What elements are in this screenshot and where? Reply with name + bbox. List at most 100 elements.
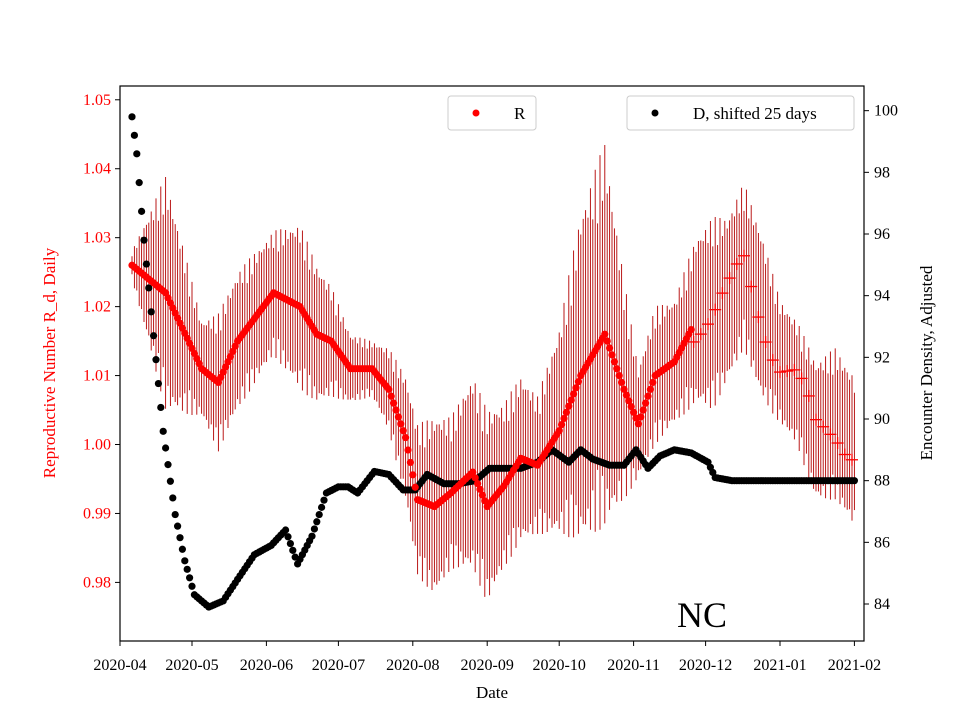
- r-point: [846, 453, 858, 466]
- r-point: [824, 428, 837, 441]
- r-point: [560, 414, 568, 423]
- legend-d-box: [626, 95, 855, 131]
- r-point: [687, 335, 700, 348]
- y-right-tick-label: 88: [874, 473, 890, 490]
- r-point: [574, 378, 583, 386]
- r-point: [608, 351, 616, 359]
- r-point: [610, 358, 619, 366]
- y-right-tick-label: 90: [874, 411, 890, 428]
- plot-frame: [119, 85, 865, 642]
- x-axis-label: Date: [476, 683, 508, 702]
- d-point: [130, 131, 138, 139]
- r-point: [402, 434, 410, 442]
- y-left-axis-label: Reproductive Number R_d, Daily: [40, 247, 59, 478]
- y-left-tick-label: 1.00: [83, 437, 111, 454]
- y-left-tick-labels: 0.98 0.99 1.00 1.01 1.02 1.03 1.04 1.05: [83, 92, 111, 592]
- r-point: [601, 330, 609, 338]
- d-point: [320, 496, 328, 504]
- r-point: [738, 249, 750, 262]
- r-point: [397, 420, 405, 428]
- r-point: [622, 391, 631, 399]
- d-point: [188, 582, 196, 590]
- r-point: [572, 384, 580, 392]
- legend-r-box: [447, 95, 537, 131]
- r-point: [562, 408, 571, 416]
- x-tick-label: 2020-04: [93, 657, 146, 674]
- r-point: [474, 479, 482, 488]
- x-tick-label: 2020-09: [461, 657, 514, 674]
- r-point: [399, 427, 407, 435]
- r-point: [649, 378, 657, 387]
- r-point: [759, 336, 772, 349]
- d-point: [133, 150, 141, 158]
- r-point: [606, 344, 614, 352]
- y-right-tick-label: 86: [874, 534, 890, 551]
- r-point: [802, 389, 815, 402]
- d-point: [164, 461, 172, 469]
- y-right-tick-label: 84: [874, 596, 890, 613]
- r-point: [817, 420, 830, 433]
- y-left-tick-label: 0.99: [83, 505, 111, 522]
- legend-d-label: D, shifted 25 days: [693, 104, 817, 123]
- y-right-tick-label: 94: [874, 288, 890, 305]
- r-point: [555, 427, 563, 435]
- r-point: [567, 396, 575, 404]
- d-point: [850, 477, 859, 485]
- r-point: [766, 354, 779, 367]
- r-point: [716, 287, 729, 300]
- d-point: [142, 260, 150, 268]
- r-point: [570, 390, 578, 398]
- r-point: [394, 413, 402, 421]
- d-point: [128, 113, 136, 121]
- y-left-tick-label: 1.01: [83, 368, 111, 385]
- r-point: [565, 402, 573, 410]
- legend-d: D, shifted 25 days: [626, 95, 855, 131]
- r-point: [630, 408, 638, 416]
- r-point: [385, 385, 393, 393]
- state-label: NC: [677, 595, 727, 635]
- y-left-tick-label: 1.04: [83, 161, 111, 178]
- d-point: [157, 403, 165, 412]
- r-point: [392, 406, 400, 414]
- r-point: [709, 303, 722, 316]
- d-point: [162, 444, 170, 452]
- legend-r-marker: [472, 109, 480, 117]
- r-point: [745, 280, 758, 293]
- r-point: [390, 399, 398, 407]
- r-point: [687, 326, 695, 334]
- r-point: [831, 437, 844, 450]
- x-tick-label: 2020-08: [386, 657, 439, 674]
- r-point: [788, 363, 801, 376]
- r-point: [615, 371, 623, 380]
- r-point: [781, 365, 794, 378]
- d-point: [178, 545, 186, 553]
- x-tick-label: 2020-11: [607, 657, 660, 674]
- d-point: [289, 546, 297, 554]
- r-point: [558, 420, 566, 429]
- r-point: [404, 446, 412, 454]
- r-point: [387, 392, 395, 400]
- x-tick-label: 2021-02: [828, 657, 881, 674]
- axis-ticks: [115, 99, 869, 646]
- r-point: [810, 413, 822, 426]
- r-point: [411, 483, 419, 491]
- x-tick-label: 2021-01: [753, 657, 806, 674]
- r-point: [795, 372, 808, 385]
- y-right-tick-label: 100: [874, 103, 898, 120]
- r-point: [642, 399, 650, 407]
- r-error-bars: [131, 144, 855, 597]
- r-point: [694, 328, 707, 341]
- d-point: [282, 526, 290, 534]
- r-point: [639, 406, 647, 414]
- x-tick-label: 2020-10: [533, 657, 586, 674]
- x-tick-label: 2020-05: [165, 657, 218, 674]
- d-point: [308, 532, 316, 540]
- y-left-tick-label: 1.05: [83, 92, 111, 109]
- y-right-tick-label: 96: [874, 226, 890, 243]
- r-point: [409, 471, 417, 479]
- r-point: [627, 402, 635, 411]
- r-point: [603, 337, 611, 345]
- d-point: [135, 179, 143, 187]
- y-left-tick-label: 0.98: [83, 574, 111, 591]
- y-left-tick-label: 1.02: [83, 299, 111, 316]
